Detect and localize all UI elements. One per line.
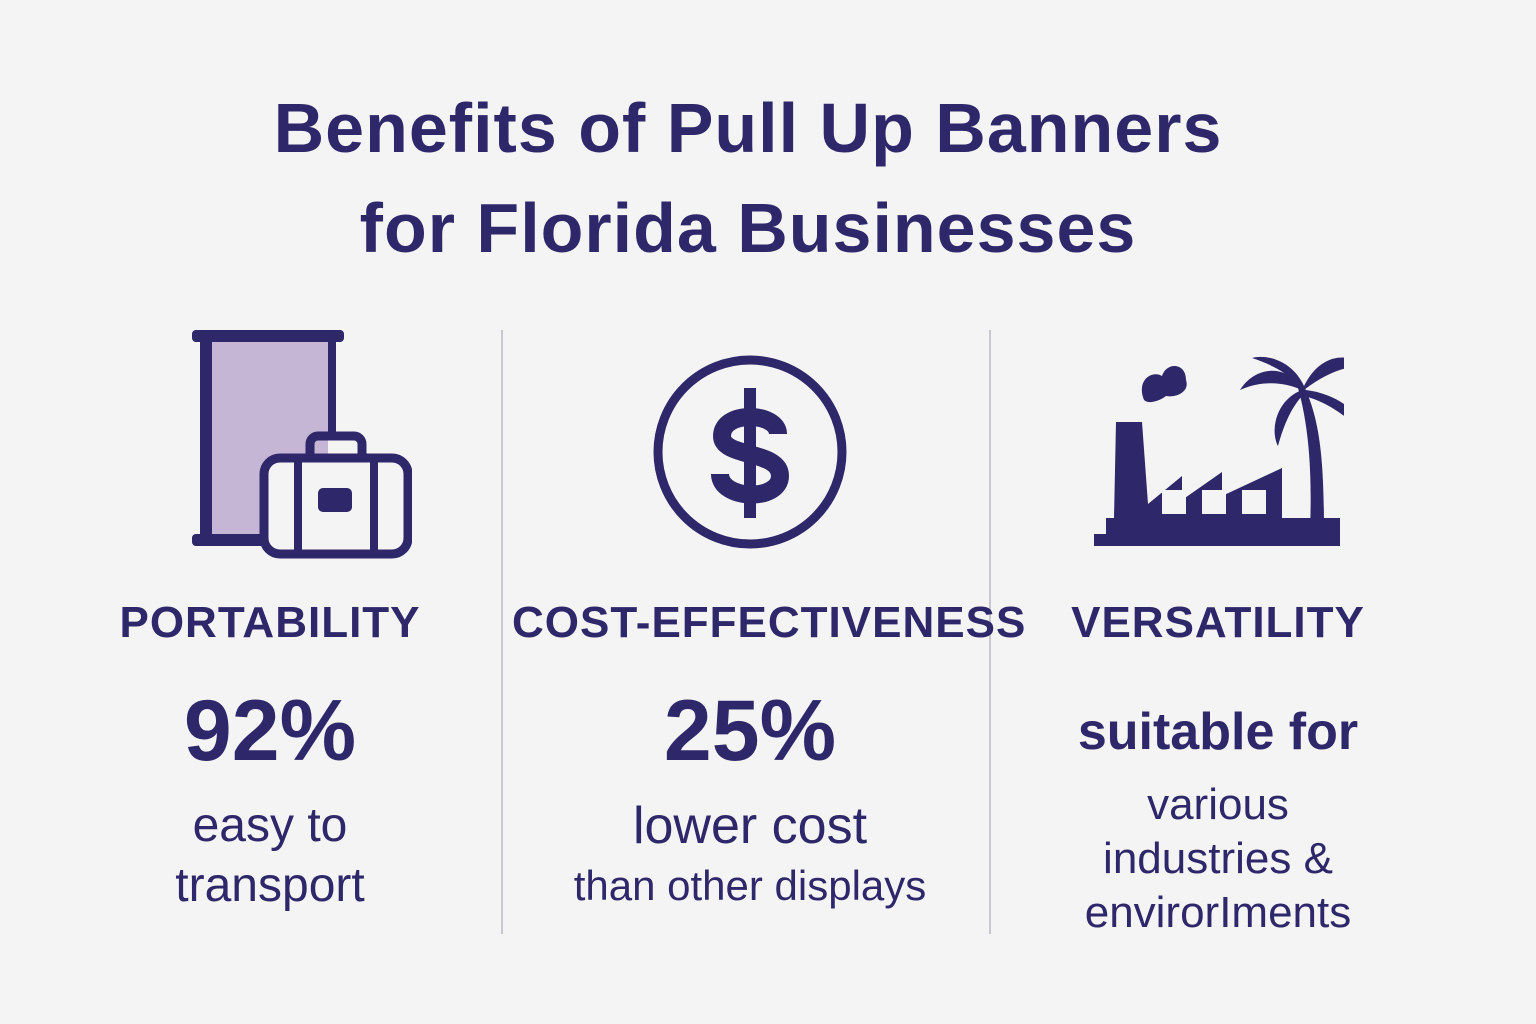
- factory-palm-tree-icon: [1094, 356, 1344, 546]
- desc-line: industries &: [1103, 834, 1333, 883]
- desc-line: transport: [175, 859, 365, 912]
- banner-and-suitcase-icon: [192, 330, 412, 559]
- desc-line: than other displays: [573, 862, 927, 909]
- benefit-versatility: VERSATILITY suitable for various industr…: [1000, 320, 1436, 960]
- divider-1: [501, 330, 503, 934]
- desc-line: lower cost: [632, 797, 868, 855]
- stat-portability: 92%: [183, 683, 357, 779]
- page-title: Benefits of Pull Up Banners for Florida …: [0, 78, 1496, 278]
- stat-cost-effectiveness: 25%: [663, 683, 837, 779]
- benefit-portability: PORTABILITY 92% easy to transport: [60, 320, 480, 960]
- benefit-cost-effectiveness: COST-EFFECTIVENESS 25% lower cost than o…: [512, 320, 1027, 960]
- desc-line: various: [1147, 780, 1289, 829]
- stat-versatility: suitable for: [1077, 703, 1359, 761]
- desc-portability: easy to transport: [60, 796, 480, 916]
- desc-versatility: various industries & envirorIments: [1000, 778, 1436, 940]
- desc-line: easy to: [192, 799, 348, 852]
- dollar-circle-icon: [653, 355, 847, 549]
- desc-cost-effectiveness: lower cost than other displays: [512, 796, 988, 916]
- heading-versatility: VERSATILITY: [1071, 598, 1365, 647]
- divider-2: [989, 330, 991, 934]
- title-line-2: for Florida Businesses: [359, 189, 1137, 267]
- desc-line: envirorIments: [1084, 888, 1352, 937]
- heading-portability: PORTABILITY: [119, 598, 421, 647]
- title-line-1: Benefits of Pull Up Banners: [273, 89, 1223, 167]
- heading-cost-effectiveness: COST-EFFECTIVENESS: [512, 598, 1027, 647]
